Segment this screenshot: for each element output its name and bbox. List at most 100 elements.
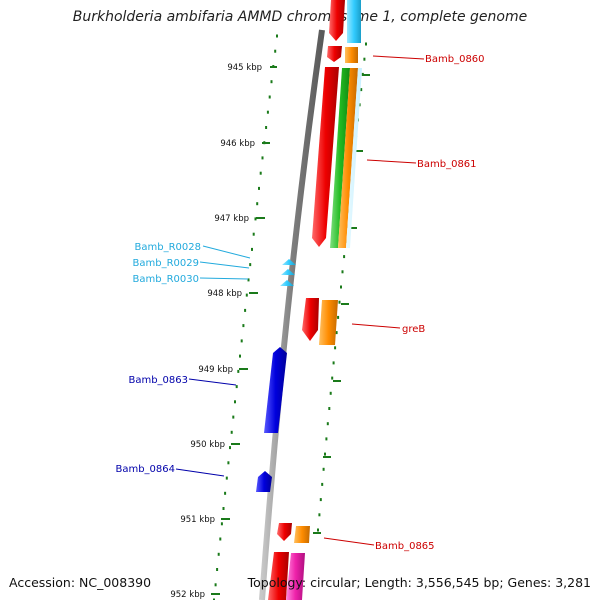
gene-bamb-0860-red[interactable] (327, 46, 342, 62)
gene-bamb-0865-red[interactable] (277, 523, 292, 541)
tick-dot-32 (220, 522, 223, 526)
gene-label-bamb-0863[interactable]: Bamb_0863 (128, 375, 188, 386)
gene-label-bamb-r0029[interactable]: Bamb_R0029 (133, 258, 199, 269)
tick-dot-1 (274, 49, 277, 53)
tick-dot-13 (252, 232, 255, 236)
gene-bamb-0861-lightcyan[interactable] (346, 68, 362, 248)
tick-dot-right-26 (325, 437, 328, 441)
gene-greb-orange[interactable] (319, 300, 338, 345)
tick-dot-right-15 (341, 270, 344, 274)
tick-dot-right-29 (321, 482, 324, 486)
gene-bamb-r0030[interactable] (280, 280, 294, 286)
gene-bamb-r0028[interactable] (282, 259, 296, 265)
gene-label-bamb-0865[interactable]: Bamb_0865 (375, 541, 435, 552)
tick-dot-27 (229, 446, 231, 450)
leader-bamb-r0030 (199, 277, 249, 280)
accession-label: Accession: NC_008390 (9, 575, 152, 590)
tick-dot-16 (247, 278, 250, 282)
tick-dot-right-21 (332, 361, 335, 365)
gene-bamb-0865-orange[interactable] (294, 526, 310, 543)
reverse-strand-genes (256, 259, 296, 492)
tick-dot-12 (254, 217, 257, 221)
tick-dot-34 (217, 552, 220, 556)
tick-dot-11 (256, 202, 259, 206)
leader-bamb-0860 (372, 55, 425, 60)
tick-dot-15 (249, 263, 252, 267)
gene-greb-red[interactable] (302, 298, 319, 341)
tick-dot-right-25 (326, 422, 329, 426)
gene-bottom-red[interactable] (268, 552, 289, 600)
tick-dot-28 (227, 461, 230, 465)
gene-bamb-0861-red[interactable] (312, 67, 339, 247)
gene-top-red[interactable] (329, 0, 345, 41)
tick-dot-right-17 (338, 300, 341, 304)
forward-strand-genes (268, 0, 362, 600)
tick-label-949: 949 kbp (198, 365, 233, 375)
tick-dot-right-16 (340, 285, 342, 289)
gene-label-greb[interactable]: greB (402, 324, 425, 335)
tick-dot-25 (232, 415, 235, 419)
tick-dot-right-28 (322, 467, 325, 471)
tick-dot-right-23 (329, 391, 332, 395)
tick-dot-36 (214, 583, 217, 587)
tick-dot-21 (239, 354, 241, 358)
tick-dot-24 (234, 400, 236, 404)
chromosome-backbone (259, 29, 325, 600)
gene-label-bamb-r0028[interactable]: Bamb_R0028 (135, 242, 201, 253)
tick-dot-37 (213, 598, 215, 600)
gene-label-bamb-0864[interactable]: Bamb_0864 (115, 464, 175, 475)
tick-label-947: 947 kbp (214, 214, 249, 224)
gene-bamb-0861-green[interactable] (330, 68, 350, 248)
tick-dot-right-3 (360, 88, 363, 92)
tick-dot-18 (244, 308, 247, 312)
gene-bottom-pink[interactable] (286, 553, 305, 600)
tick-dot-4 (268, 95, 271, 99)
leader-bamb-0861 (366, 159, 417, 164)
tick-dot-right-20 (334, 346, 337, 350)
gene-bamb-0863[interactable] (264, 347, 287, 433)
gene-label-bamb-0861[interactable]: Bamb_0861 (417, 159, 477, 170)
leader-bamb-0864 (175, 468, 225, 477)
gene-top-cyan[interactable] (347, 0, 361, 43)
tick-dot-33 (219, 537, 222, 541)
tick-dot-30 (224, 491, 227, 495)
tick-dot-right-1 (363, 57, 366, 61)
map-title: Burkholderia ambifaria AMMD chromosome 1… (72, 9, 528, 25)
tick-dot-right-30 (319, 498, 322, 502)
gene-bamb-0861-orange[interactable] (338, 68, 358, 248)
tick-dot-31 (222, 507, 225, 510)
gene-bamb-0864[interactable] (256, 471, 272, 492)
topology-label: Topology: circular; Length: 3,556,545 bp… (247, 575, 591, 590)
tick-dot-right-4 (358, 103, 361, 107)
gene-bamb-0860-orange[interactable] (345, 47, 358, 63)
tick-dot-22 (237, 369, 240, 373)
tick-label-946: 946 kbp (220, 139, 255, 149)
tick-dot-right-18 (337, 315, 340, 319)
tick-dot-3 (270, 80, 273, 84)
gene-label-bamb-r0030[interactable]: Bamb_R0030 (133, 274, 199, 285)
tick-dot-14 (251, 247, 253, 251)
tick-dot-right-24 (328, 407, 331, 410)
gene-bamb-r0029[interactable] (281, 269, 295, 275)
label-leader-lines (175, 55, 425, 546)
tick-label-950: 950 kbp (190, 440, 225, 450)
tick-dot-5 (266, 110, 269, 114)
leader-greb (351, 323, 401, 329)
leader-bamb-r0028 (202, 245, 251, 259)
gene-label-bamb-0860[interactable]: Bamb_0860 (425, 54, 485, 65)
leader-bamb-0863 (188, 378, 237, 386)
tick-dot-right-22 (331, 376, 334, 380)
tick-dot-right-32 (317, 528, 319, 532)
tick-dot-right-19 (335, 331, 338, 335)
tick-dot-26 (230, 430, 233, 434)
tick-label-948: 948 kbp (207, 289, 242, 299)
tick-dot-right-31 (318, 513, 321, 517)
tick-dot-23 (235, 385, 238, 389)
leader-bamb-0865 (323, 537, 375, 546)
tick-dot-10 (258, 186, 260, 190)
tick-dot-20 (240, 339, 243, 343)
tick-dot-35 (216, 568, 219, 571)
tick-dot-right-0 (365, 42, 367, 46)
